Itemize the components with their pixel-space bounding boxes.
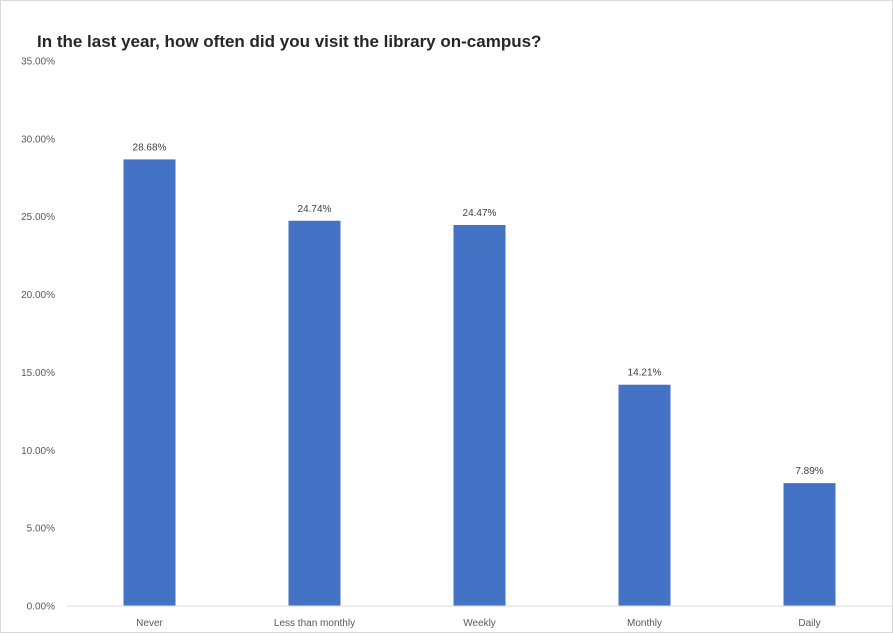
x-category-label: Monthly [627,618,662,629]
bar-daily [783,483,836,606]
bar-never [123,159,176,606]
y-tick-label: 25.00% [21,212,55,223]
y-tick-label: 30.00% [21,134,55,145]
data-label: 24.47% [463,208,497,219]
chart-title: In the last year, how often did you visi… [37,32,542,51]
x-category-label: Weekly [463,618,496,629]
x-category-label: Never [136,618,163,629]
y-tick-label: 0.00% [27,602,55,613]
y-tick-label: 10.00% [21,446,55,457]
data-label: 7.89% [795,466,823,477]
bar-weekly [453,224,506,606]
bar-monthly [618,384,671,606]
y-tick-label: 20.00% [21,290,55,301]
data-label: 24.74% [298,204,332,215]
y-tick-label: 35.00% [21,57,55,68]
y-tick-label: 15.00% [21,368,55,379]
data-label: 14.21% [628,368,662,379]
bar-less-than-monthly [288,220,341,606]
y-tick-label: 5.00% [27,524,55,535]
data-label: 28.68% [133,142,167,153]
x-category-label: Daily [798,618,820,629]
x-category-label: Less than monthly [274,618,355,629]
